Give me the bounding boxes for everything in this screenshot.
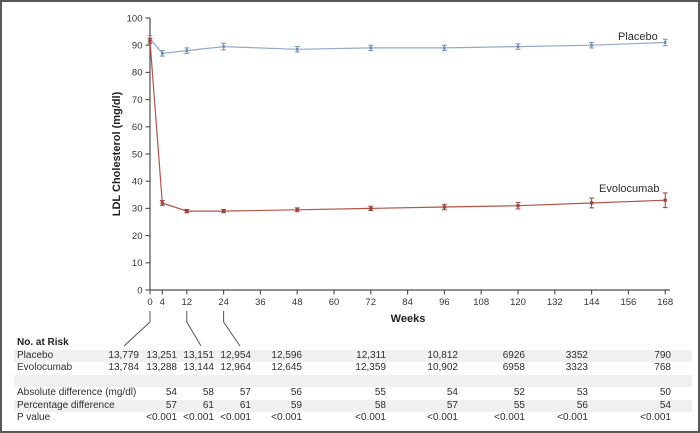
table-cell: <0.001 <box>271 412 302 423</box>
table-cell: 58 <box>374 399 386 411</box>
y-tick-label: 100 <box>127 13 143 24</box>
table-cell: <0.001 <box>355 412 386 423</box>
leader-line-week-24 <box>223 311 241 347</box>
y-tick-label: 40 <box>132 177 143 188</box>
series-placebo <box>147 35 668 57</box>
x-tick-label: 96 <box>439 297 450 308</box>
table-row-label: Absolute difference (mg/dl) <box>17 387 137 398</box>
y-tick-label: 10 <box>132 258 143 269</box>
y-tick-label: 70 <box>132 95 143 106</box>
table-leader-lines <box>123 311 241 347</box>
x-tick-label: 168 <box>657 297 673 308</box>
table-cell: 57 <box>446 399 458 411</box>
table-cell: 50 <box>659 387 671 398</box>
y-tick-label: 80 <box>132 68 143 79</box>
table-cell: 58 <box>202 387 214 398</box>
evolocumab-series-label: Evolocumab <box>599 183 660 195</box>
table-cell: 54 <box>446 387 458 398</box>
no-at-risk-header: No. at Risk <box>17 336 69 348</box>
table-cell: 6958 <box>502 362 525 373</box>
table-cell: <0.001 <box>146 412 177 423</box>
x-tick-label: 4 <box>160 297 165 308</box>
table-row: Absolute difference (mg/dl) 54 58 57 56 55 54 5… <box>14 387 692 400</box>
table-row: Percentage difference 57 61 61 59 58 57 55 56 54 <box>14 399 692 412</box>
y-tick-label: 50 <box>132 149 143 160</box>
table-cell: 790 <box>654 349 671 361</box>
table-cell: 6926 <box>502 349 525 361</box>
table-cell: 55 <box>374 387 386 398</box>
table-cell: 12,954 <box>220 349 251 361</box>
table-row: P value <0.001 <0.001 <0.001 <0.001 <0.001 <0.… <box>14 412 692 425</box>
x-axis-title: Weeks <box>391 313 426 325</box>
x-tick-label: 120 <box>510 297 526 308</box>
y-tick-label: 0 <box>137 285 142 296</box>
table-row-label: Placebo <box>17 349 54 361</box>
table-cell: 12,596 <box>271 349 302 361</box>
table-cell: 13,288 <box>146 362 177 373</box>
leader-line-week-12 <box>186 311 202 347</box>
table-cell: <0.001 <box>494 412 525 423</box>
table-row-label: Evolocumab <box>17 362 73 373</box>
table-cell: 12,964 <box>220 362 251 373</box>
table-cell: <0.001 <box>557 412 588 423</box>
y-tick-label: 30 <box>132 204 143 215</box>
table-cell: 56 <box>290 387 302 398</box>
table-cell: 12,311 <box>356 349 386 361</box>
x-tick-label: 108 <box>473 297 489 308</box>
table-cell: 53 <box>576 387 588 398</box>
table-row-label: Percentage difference <box>17 399 115 411</box>
x-tick-label: 12 <box>182 297 193 308</box>
table-row: Evolocumab 13,784 13,288 13,144 12,964 12,645… <box>14 362 692 375</box>
table-cell: 54 <box>165 387 177 398</box>
table-cell: <0.001 <box>183 412 214 423</box>
table-cell: 56 <box>576 399 588 411</box>
table-cell: 12,359 <box>355 362 386 373</box>
table-cell: 13,784 <box>108 362 139 373</box>
table-cell: 768 <box>654 362 671 373</box>
table-cell: <0.001 <box>640 412 671 423</box>
table-cell: 3323 <box>565 362 588 373</box>
table-cell: 13,251 <box>146 349 177 361</box>
table-cell: 61 <box>202 399 214 411</box>
table-row: Placebo 13,779 13,251 13,151 12,954 12,596 12,… <box>14 349 692 362</box>
table-row-label: P value <box>17 412 51 423</box>
table-cell: 59 <box>290 399 302 411</box>
x-tick-label: 36 <box>255 297 266 308</box>
x-tick-label: 0 <box>147 297 152 308</box>
table-spacer-band <box>14 374 692 387</box>
table-cell: 57 <box>165 399 177 411</box>
table-cell: 13,144 <box>183 362 214 373</box>
placebo-series-label: Placebo <box>618 31 658 43</box>
x-tick-label: 132 <box>547 297 563 308</box>
y-tick-label: 90 <box>132 41 143 52</box>
table-cell: 13,151 <box>183 349 214 361</box>
table-cell: 61 <box>239 399 251 411</box>
table-cell: 10,902 <box>427 362 458 373</box>
table-cell: <0.001 <box>220 412 251 423</box>
x-tick-label: 60 <box>329 297 340 308</box>
table-cell: 54 <box>659 399 671 411</box>
table-cell: <0.001 <box>427 412 458 423</box>
x-tick-label: 72 <box>366 297 377 308</box>
table-cell: 13,779 <box>108 349 139 361</box>
y-axis-title: LDL Cholesterol (mg/dl) <box>111 91 123 216</box>
x-tick-label: 156 <box>620 297 636 308</box>
table-cell: 52 <box>513 387 525 398</box>
series-evolocumab <box>147 38 668 214</box>
x-tick-label: 84 <box>402 297 413 308</box>
x-tick-label: 144 <box>584 297 600 308</box>
table-cell: 12,645 <box>271 362 302 373</box>
x-tick-label: 24 <box>218 297 229 308</box>
table-cell: 57 <box>239 387 251 398</box>
x-tick-label: 48 <box>292 297 303 308</box>
y-tick-label: 60 <box>132 122 143 133</box>
table-cell: 55 <box>513 399 525 411</box>
chart-series <box>147 35 668 214</box>
leader-line-week-0 <box>123 311 151 347</box>
table-cell: 10,812 <box>427 349 458 361</box>
table-cell: 3352 <box>565 349 588 361</box>
y-tick-label: 20 <box>132 231 143 242</box>
